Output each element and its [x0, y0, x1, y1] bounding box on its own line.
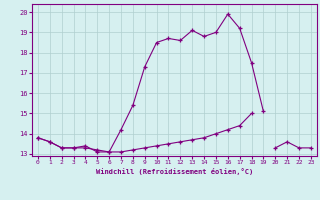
X-axis label: Windchill (Refroidissement éolien,°C): Windchill (Refroidissement éolien,°C) [96, 168, 253, 175]
